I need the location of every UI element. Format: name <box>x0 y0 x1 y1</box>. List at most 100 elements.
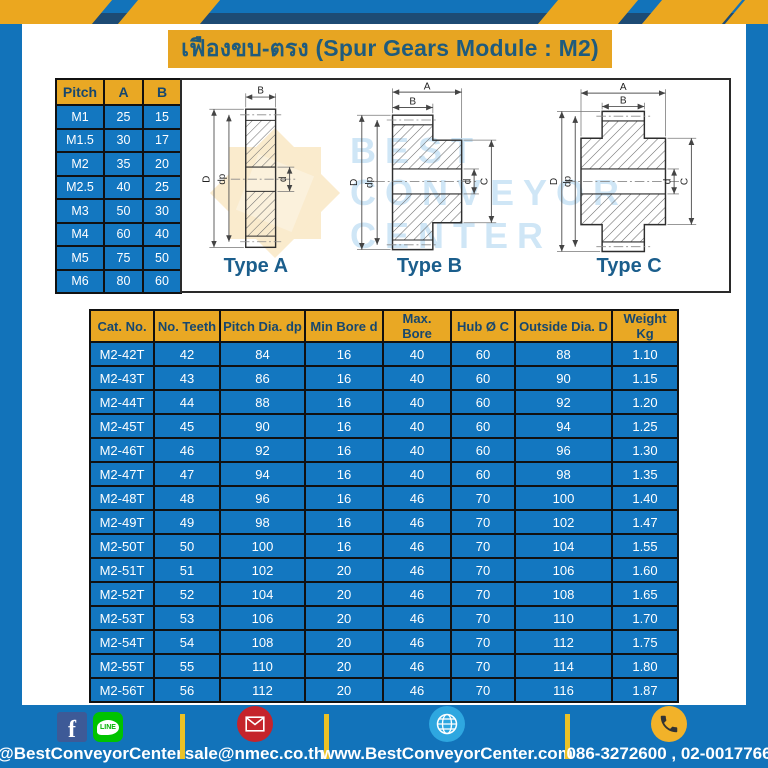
column-header: Hub Ø C <box>450 309 516 343</box>
table-cell: 110 <box>219 653 306 679</box>
table-cell: 47 <box>153 461 221 487</box>
table-cell: 98 <box>219 509 306 535</box>
table-cell: 20 <box>304 677 384 703</box>
svg-text:A: A <box>424 82 431 92</box>
table-row: M1.5 30 17 <box>55 127 182 153</box>
table-cell: M4 <box>55 221 105 247</box>
table-cell: 46 <box>382 485 452 511</box>
column-header: A <box>103 78 144 106</box>
phone-icon[interactable] <box>651 706 687 742</box>
table-cell: 40 <box>382 437 452 463</box>
table-cell: 40 <box>382 389 452 415</box>
svg-text:d: d <box>662 179 673 185</box>
table-cell: 92 <box>514 389 613 415</box>
hazard-stripes-band <box>0 0 768 24</box>
mail-icon[interactable] <box>236 706 273 742</box>
table-cell: M2-52T <box>89 581 155 607</box>
table-cell: 96 <box>514 437 613 463</box>
table-cell: 1.30 <box>611 437 679 463</box>
column-header: Max. Bore <box>382 309 452 343</box>
table-cell: 1.47 <box>611 509 679 535</box>
table-cell: M1.5 <box>55 127 105 153</box>
table-cell: 60 <box>450 365 516 391</box>
table-row: M2.5 40 25 <box>55 174 182 200</box>
svg-text:C: C <box>680 178 691 185</box>
type-b-drawing: A B D dp d <box>349 81 497 251</box>
table-cell: 60 <box>450 413 516 439</box>
table-cell: 1.75 <box>611 629 679 655</box>
table-cell: 46 <box>382 653 452 679</box>
table-cell: 70 <box>450 581 516 607</box>
footer-phone-group[interactable]: 086-3272600 , 02-0017766 <box>566 705 768 768</box>
type-a-drawing: B D dp d <box>201 85 296 249</box>
table-cell: 40 <box>103 174 144 200</box>
table-cell: 50 <box>142 245 182 271</box>
content-sheet: เฟืองขบ-ตรง (Spur Gears Module : M2) Pit… <box>22 24 746 705</box>
type-c-label: Type C <box>596 255 662 277</box>
footer-divider <box>565 714 570 759</box>
table-cell: 70 <box>450 485 516 511</box>
svg-text:d: d <box>463 179 474 185</box>
table-row: M2-47T 47 94 16 40 60 98 1.35 <box>89 461 679 487</box>
table-cell: 88 <box>514 341 613 367</box>
line-icon[interactable]: LINE <box>93 712 123 742</box>
table-header-row: Pitch A B <box>55 78 182 106</box>
column-header: Outside Dia. D <box>514 309 613 343</box>
table-cell: 106 <box>514 557 613 583</box>
table-cell: 98 <box>514 461 613 487</box>
table-cell: 1.10 <box>611 341 679 367</box>
table-cell: 16 <box>304 485 384 511</box>
table-cell: 20 <box>304 605 384 631</box>
svg-text:C: C <box>480 178 491 185</box>
table-row: M6 80 60 <box>55 268 182 294</box>
table-row: M5 75 50 <box>55 245 182 271</box>
svg-text:dp: dp <box>217 173 228 184</box>
website-url[interactable]: www.BestConveyorCenter.com <box>321 744 573 763</box>
table-cell: 40 <box>382 413 452 439</box>
social-handle[interactable]: @BestConveyorCenter <box>0 744 183 763</box>
table-cell: 15 <box>142 104 182 130</box>
table-cell: M2-46T <box>89 437 155 463</box>
table-cell: 46 <box>153 437 221 463</box>
type-a-figure: B D dp d Type A <box>186 82 326 278</box>
table-cell: 48 <box>153 485 221 511</box>
table-cell: 50 <box>103 198 144 224</box>
table-cell: 56 <box>153 677 221 703</box>
globe-icon[interactable] <box>429 706 465 742</box>
table-cell: 35 <box>103 151 144 177</box>
type-c-figure: A B D dp d <box>533 82 725 278</box>
drawings-panel: BEST CONVEYOR CENTER <box>180 78 731 293</box>
table-row: M2-52T 52 104 20 46 70 108 1.65 <box>89 581 679 607</box>
table-cell: 90 <box>514 365 613 391</box>
table-cell: 46 <box>382 677 452 703</box>
table-cell: 40 <box>382 341 452 367</box>
footer-email-group[interactable]: sale@nmec.co.th <box>185 705 324 768</box>
phone-numbers[interactable]: 086-3272600 , 02-0017766 <box>566 744 768 763</box>
table-cell: 25 <box>103 104 144 130</box>
column-header: Pitch Dia. dp <box>219 309 306 343</box>
table-cell: 49 <box>153 509 221 535</box>
table-cell: 86 <box>219 365 306 391</box>
type-b-figure: A B D dp d <box>333 81 525 278</box>
table-cell: M2-44T <box>89 389 155 415</box>
table-row: M2-55T 55 110 20 46 70 114 1.80 <box>89 653 679 679</box>
table-row: M2-56T 56 112 20 46 70 116 1.87 <box>89 677 679 703</box>
column-header: Cat. No. <box>89 309 155 343</box>
table-cell: 55 <box>153 653 221 679</box>
table-row: M3 50 30 <box>55 198 182 224</box>
table-row: M2-51T 51 102 20 46 70 106 1.60 <box>89 557 679 583</box>
email-address[interactable]: sale@nmec.co.th <box>184 744 325 763</box>
table-cell: 94 <box>514 413 613 439</box>
table-cell: 16 <box>304 509 384 535</box>
footer-social-group[interactable]: f LINE @BestConveyorCenter <box>0 705 183 768</box>
table-cell: 46 <box>382 509 452 535</box>
footer-website-group[interactable]: www.BestConveyorCenter.com <box>321 705 573 768</box>
svg-text:dp: dp <box>563 175 574 187</box>
facebook-icon[interactable]: f <box>57 712 87 742</box>
table-cell: 114 <box>514 653 613 679</box>
table-cell: 20 <box>142 151 182 177</box>
table-cell: 46 <box>382 629 452 655</box>
table-row: M2-54T 54 108 20 46 70 112 1.75 <box>89 629 679 655</box>
table-row: M2-46T 46 92 16 40 60 96 1.30 <box>89 437 679 463</box>
